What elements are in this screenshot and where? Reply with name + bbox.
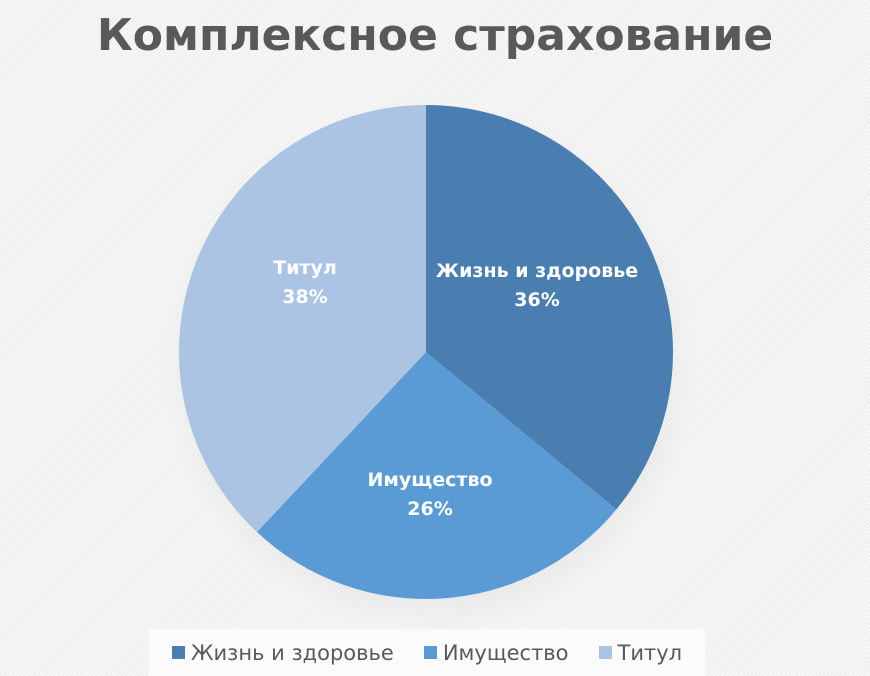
legend-label: Жизнь и здоровье xyxy=(190,640,394,665)
data-label-name: Титул xyxy=(273,257,337,279)
legend-item-title[interactable]: Титул xyxy=(598,640,683,665)
legend-item-property[interactable]: Имущество xyxy=(423,640,569,665)
data-label-value: 38% xyxy=(282,286,328,308)
data-label-title: Титул 38% xyxy=(273,254,337,312)
data-label-name: Жизнь и здоровье xyxy=(435,260,639,282)
slice-life-health[interactable] xyxy=(426,105,673,510)
chart-title: Комплексное страхование xyxy=(96,10,774,61)
slice-title[interactable] xyxy=(179,105,426,533)
legend-swatch-icon xyxy=(171,646,185,659)
legend-swatch-icon xyxy=(598,646,612,659)
chart-legend: Жизнь и здоровье Имущество Титул xyxy=(149,629,705,676)
slice-property[interactable] xyxy=(256,352,617,599)
legend-item-life-health[interactable]: Жизнь и здоровье xyxy=(171,640,394,665)
data-label-name: Имущество xyxy=(367,469,493,491)
legend-label: Имущество xyxy=(442,640,569,665)
data-label-life-health: Жизнь и здоровье 36% xyxy=(436,257,638,315)
legend-swatch-icon xyxy=(423,646,437,659)
data-label-value: 36% xyxy=(514,289,560,311)
legend-label: Титул xyxy=(617,640,683,665)
data-label-property: Имущество 26% xyxy=(367,466,492,524)
data-label-value: 26% xyxy=(407,498,453,520)
